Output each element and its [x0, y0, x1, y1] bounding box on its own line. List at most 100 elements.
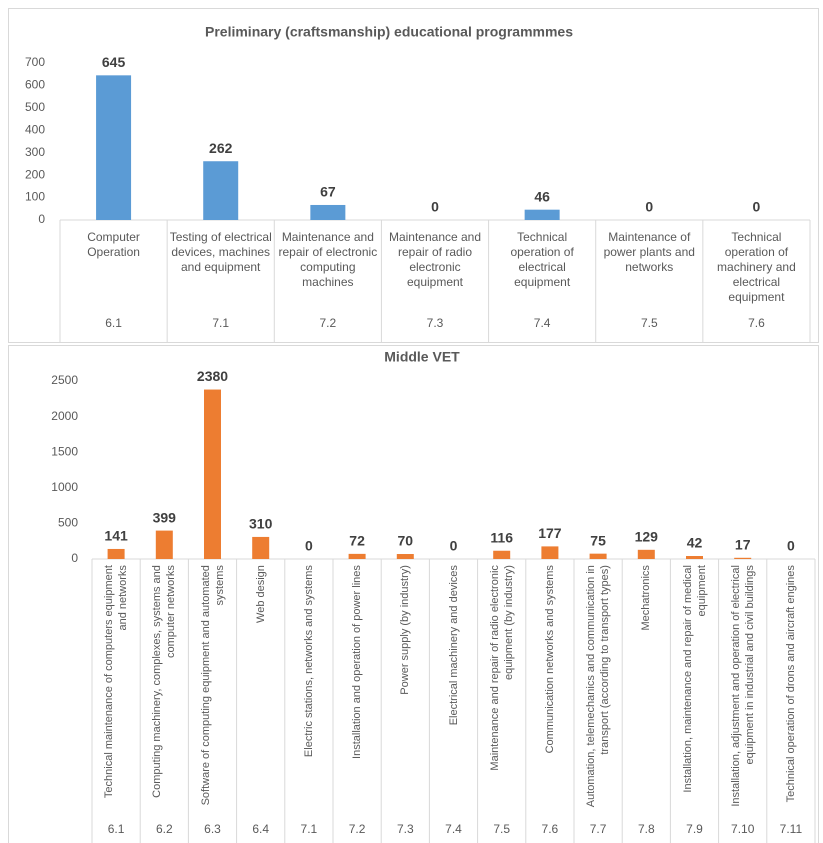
value-label: 2380 [197, 368, 228, 384]
category-code: 6.2 [156, 822, 173, 836]
category-code: 7.5 [641, 316, 658, 330]
y-tick-label: 1500 [51, 444, 78, 458]
category-code: 7.4 [534, 316, 551, 330]
x-tick-label: Maintenance and repair of radio electron… [488, 564, 515, 771]
value-label: 67 [320, 184, 336, 200]
category-code: 7.8 [638, 822, 655, 836]
bar [637, 549, 655, 559]
bar [541, 546, 559, 559]
y-tick-label: 500 [25, 100, 45, 114]
y-tick-label: 2000 [51, 409, 78, 423]
x-tick-label: Computing machinery, complexes, systems … [151, 564, 178, 798]
x-tick-label: Power supply (by industry) [399, 564, 412, 695]
x-tick-label: Automation, telemechanics and communicat… [585, 564, 612, 808]
bar [734, 557, 752, 559]
x-tick-label: Installation and operation of power line… [351, 564, 364, 759]
value-label: 75 [590, 532, 606, 548]
category-code: 7.4 [445, 822, 462, 836]
y-tick-label: 600 [25, 78, 45, 92]
x-tick-label: Technical maintenance of computers equip… [103, 564, 130, 798]
category-code: 7.10 [731, 822, 755, 836]
y-tick-label: 1000 [51, 480, 78, 494]
bar [396, 554, 414, 559]
category-code: 7.1 [212, 316, 229, 330]
x-tick-label: Testing of electrical devices, machines … [169, 230, 272, 274]
x-tick-label: Web design [254, 564, 267, 623]
category-code: 6.4 [252, 822, 269, 836]
bar [493, 550, 511, 559]
y-tick-label: 500 [58, 516, 78, 530]
x-tick-label: Maintenance of power plants and networks [603, 230, 695, 274]
value-label: 129 [635, 529, 659, 545]
value-label: 399 [153, 509, 177, 525]
category-code: 7.3 [427, 316, 444, 330]
category-code: 6.1 [108, 822, 125, 836]
bar [589, 553, 607, 559]
value-label: 262 [209, 140, 233, 156]
value-label: 0 [305, 538, 313, 554]
x-tick-label: Technical operation of machinery and ele… [717, 230, 796, 304]
y-tick-label: 300 [25, 145, 45, 159]
value-label: 645 [102, 54, 126, 70]
bar [310, 204, 346, 220]
category-code: 7.6 [748, 316, 765, 330]
value-label: 0 [645, 199, 653, 215]
x-tick-label: Maintenance and repair of radio electron… [388, 230, 482, 289]
y-tick-label: 2500 [51, 373, 78, 387]
x-tick-label: Technical operation of electrical equipm… [510, 230, 574, 289]
value-label: 17 [735, 536, 751, 552]
bar [204, 389, 221, 559]
value-label: 141 [104, 528, 128, 544]
x-tick-label: Electrical machinery and devices [447, 564, 460, 726]
x-tick-label: Installation, adjustment and operation o… [729, 564, 756, 807]
x-tick-label: Technical operation of drons and aircraf… [784, 564, 797, 803]
value-label: 70 [398, 533, 414, 549]
y-tick-label: 0 [71, 551, 78, 565]
value-label: 0 [787, 538, 795, 554]
x-tick-label: Computer Operation [87, 230, 140, 259]
category-code: 7.2 [349, 822, 366, 836]
value-label: 0 [450, 538, 458, 554]
bar [155, 530, 173, 559]
category-code: 7.9 [686, 822, 703, 836]
category-code: 7.2 [320, 316, 337, 330]
x-tick-label: Software of computing equipment and auto… [199, 564, 226, 806]
y-tick-label: 0 [38, 212, 45, 226]
value-label: 46 [534, 188, 550, 204]
x-tick-label: Electric stations, networks and systems [302, 564, 315, 757]
x-tick-label: Maintenance and repair of electronic com… [278, 230, 378, 289]
x-tick-label: Communication networks and systems [543, 564, 556, 754]
category-code: 7.11 [780, 822, 803, 836]
category-code: 7.3 [397, 822, 414, 836]
y-tick-label: 700 [25, 55, 45, 69]
y-tick-label: 100 [25, 190, 45, 204]
bar [252, 536, 270, 559]
bar [96, 75, 132, 220]
category-code: 6.3 [204, 822, 221, 836]
value-label: 310 [249, 516, 273, 532]
value-label: 0 [431, 199, 439, 215]
bar [348, 553, 366, 559]
value-label: 72 [349, 533, 365, 549]
x-tick-label: Installation, maintenance and repair of … [681, 564, 708, 793]
y-tick-label: 400 [25, 122, 45, 136]
category-code: 7.6 [542, 822, 559, 836]
category-code: 7.7 [590, 822, 607, 836]
chart-title: Preliminary (craftsmanship) educational … [205, 24, 573, 40]
category-code: 6.1 [105, 316, 122, 330]
chart-frame [8, 8, 819, 343]
x-tick-label: Mechatronics [640, 564, 653, 631]
bar [686, 556, 703, 559]
bar [107, 548, 125, 559]
value-label: 42 [687, 535, 703, 551]
category-code: 7.1 [301, 822, 318, 836]
bar [203, 161, 239, 220]
category-code: 7.5 [493, 822, 510, 836]
chart-title: Middle VET [384, 349, 460, 365]
y-tick-label: 200 [25, 167, 45, 181]
value-label: 177 [538, 525, 562, 541]
chart-frame [8, 345, 819, 843]
bar [524, 209, 560, 220]
